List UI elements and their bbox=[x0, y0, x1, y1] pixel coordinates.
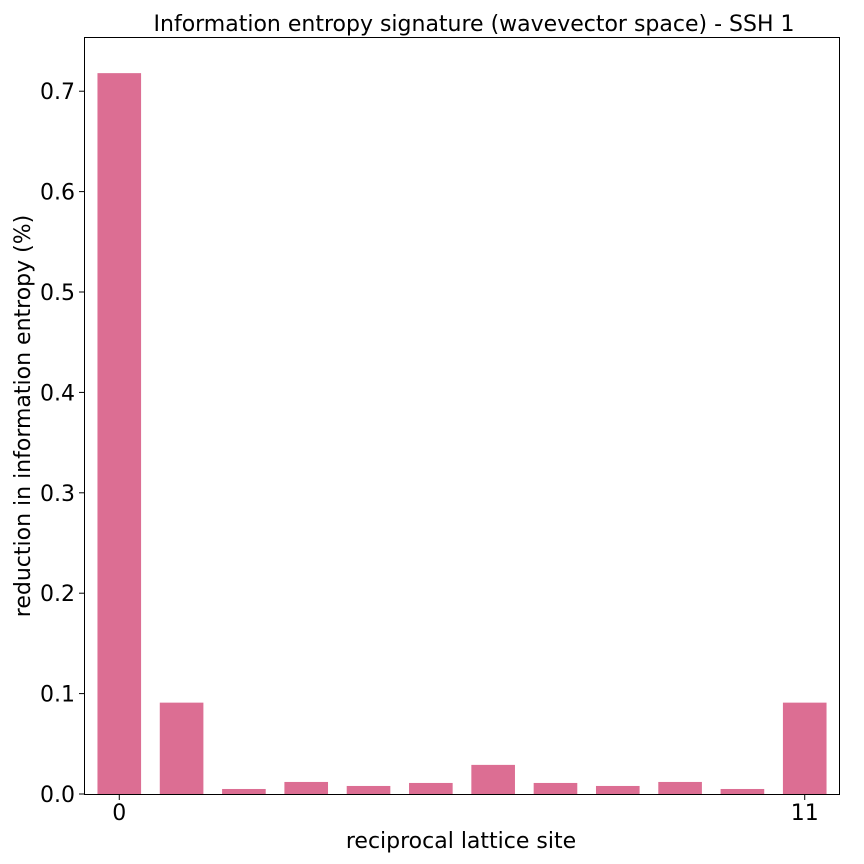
y-axis-label: reduction in information entropy (%) bbox=[11, 215, 36, 617]
x-tick-label: 0 bbox=[112, 801, 126, 826]
y-axis-ticks: 0.0 0.1 0.2 0.3 0.4 0.5 0.6 0.7 bbox=[40, 80, 85, 808]
bar-site-3 bbox=[284, 781, 329, 794]
y-tick-label: 0.0 bbox=[40, 783, 75, 808]
bar-site-5 bbox=[409, 782, 453, 794]
x-tick-label: 11 bbox=[791, 801, 819, 826]
bar-site-11 bbox=[782, 702, 827, 794]
y-tick-label: 0.7 bbox=[40, 80, 75, 105]
x-axis-ticks: 0 11 bbox=[112, 794, 819, 826]
bar-site-0 bbox=[97, 73, 142, 794]
y-tick-label: 0.3 bbox=[40, 482, 75, 507]
bar-site-8 bbox=[595, 785, 640, 794]
chart-title: Information entropy signature (wavevecto… bbox=[154, 12, 795, 37]
y-tick-label: 0.1 bbox=[40, 683, 75, 708]
y-tick-label: 0.6 bbox=[40, 181, 75, 206]
y-tick-label: 0.4 bbox=[40, 381, 75, 406]
bar-site-9 bbox=[658, 781, 702, 794]
y-tick-label: 0.5 bbox=[40, 281, 75, 306]
bar-site-2 bbox=[222, 788, 266, 794]
bar-site-7 bbox=[533, 782, 578, 794]
bar-site-6 bbox=[471, 764, 515, 794]
x-axis-label: reciprocal lattice site bbox=[346, 829, 576, 854]
bars bbox=[97, 73, 827, 794]
bar-site-4 bbox=[346, 785, 391, 794]
bar-site-1 bbox=[159, 702, 204, 794]
bar-site-10 bbox=[720, 788, 765, 794]
y-tick-label: 0.2 bbox=[40, 582, 75, 607]
plot-frame bbox=[84, 37, 840, 795]
